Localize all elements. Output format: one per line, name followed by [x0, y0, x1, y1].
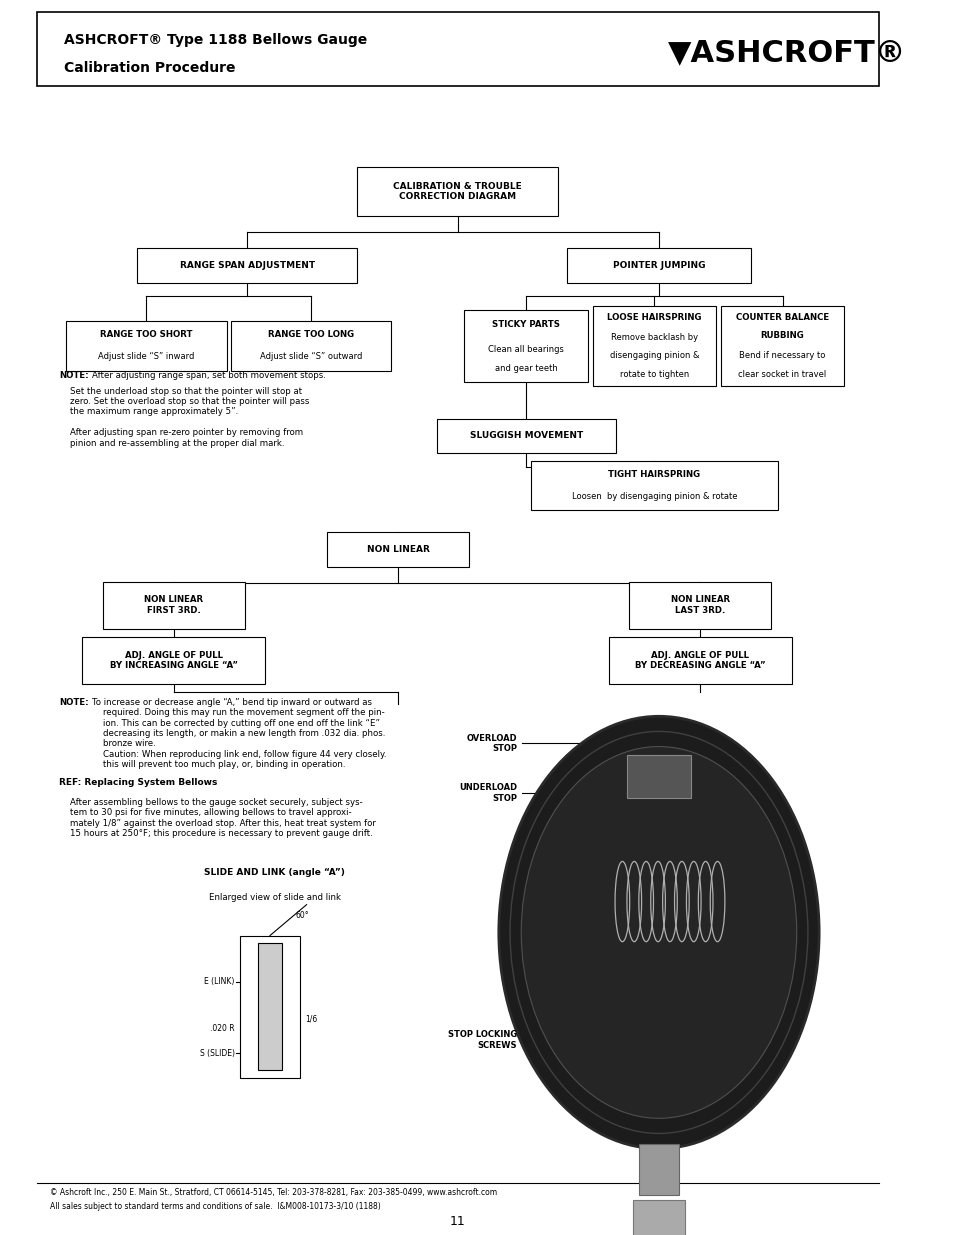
FancyBboxPatch shape — [67, 321, 226, 370]
Circle shape — [520, 746, 796, 1119]
FancyBboxPatch shape — [82, 637, 265, 684]
Text: Adjust slide “S” inward: Adjust slide “S” inward — [98, 352, 194, 362]
Text: E (LINK): E (LINK) — [204, 977, 234, 987]
Text: NOTE:: NOTE: — [59, 370, 89, 379]
Text: Adjust slide “S” outward: Adjust slide “S” outward — [260, 352, 362, 362]
FancyBboxPatch shape — [137, 248, 356, 283]
Text: CALIBRATION & TROUBLE
CORRECTION DIAGRAM: CALIBRATION & TROUBLE CORRECTION DIAGRAM — [393, 182, 521, 201]
Text: ASHCROFT® Type 1188 Bellows Gauge: ASHCROFT® Type 1188 Bellows Gauge — [64, 32, 367, 47]
FancyBboxPatch shape — [231, 321, 391, 370]
FancyBboxPatch shape — [633, 1200, 684, 1235]
FancyBboxPatch shape — [567, 248, 750, 283]
FancyBboxPatch shape — [436, 419, 615, 453]
Text: 1/6: 1/6 — [305, 1014, 317, 1024]
Text: Enlarged view of slide and link: Enlarged view of slide and link — [209, 893, 340, 902]
Text: Calibration Procedure: Calibration Procedure — [64, 61, 235, 75]
Text: NON LINEAR
FIRST 3RD.: NON LINEAR FIRST 3RD. — [144, 595, 203, 615]
Circle shape — [498, 716, 819, 1149]
Text: COUNTER BALANCE: COUNTER BALANCE — [735, 312, 828, 322]
FancyBboxPatch shape — [629, 582, 770, 629]
Text: To increase or decrease angle “A,” bend tip inward or outward as
    required. D: To increase or decrease angle “A,” bend … — [91, 698, 386, 769]
Text: All sales subject to standard terms and conditions of sale.  I&M008-10173-3/10 (: All sales subject to standard terms and … — [51, 1202, 380, 1210]
FancyBboxPatch shape — [592, 306, 716, 385]
Text: RUBBING: RUBBING — [760, 331, 803, 341]
Text: 11: 11 — [449, 1215, 465, 1229]
Text: STICKY PARTS: STICKY PARTS — [492, 320, 559, 330]
Text: 60°: 60° — [295, 911, 309, 920]
FancyBboxPatch shape — [356, 167, 558, 216]
Text: TIGHT HAIRSPRING: TIGHT HAIRSPRING — [608, 469, 700, 479]
Text: .020 R: .020 R — [210, 1024, 234, 1034]
FancyBboxPatch shape — [103, 582, 245, 629]
FancyBboxPatch shape — [530, 461, 777, 510]
FancyBboxPatch shape — [720, 306, 843, 385]
Text: LOOSE HAIRSPRING: LOOSE HAIRSPRING — [606, 312, 700, 322]
Text: ADJ. ANGLE OF PULL
BY DECREASING ANGLE “A”: ADJ. ANGLE OF PULL BY DECREASING ANGLE “… — [634, 651, 764, 671]
Text: S (SLIDE): S (SLIDE) — [199, 1049, 234, 1058]
Text: REF: Replacing System Bellows: REF: Replacing System Bellows — [59, 778, 217, 787]
Text: Remove backlash by: Remove backlash by — [610, 332, 698, 342]
Text: SLUGGISH MOVEMENT: SLUGGISH MOVEMENT — [469, 431, 582, 441]
Text: NON LINEAR
LAST 3RD.: NON LINEAR LAST 3RD. — [670, 595, 729, 615]
FancyBboxPatch shape — [327, 532, 469, 567]
Text: RANGE TOO SHORT: RANGE TOO SHORT — [100, 330, 193, 340]
FancyBboxPatch shape — [258, 944, 281, 1070]
Text: RANGE SPAN ADJUSTMENT: RANGE SPAN ADJUSTMENT — [179, 261, 314, 270]
Text: rotate to tighten: rotate to tighten — [619, 369, 688, 379]
FancyBboxPatch shape — [639, 1144, 679, 1195]
Text: POINTER JUMPING: POINTER JUMPING — [612, 261, 704, 270]
FancyBboxPatch shape — [464, 310, 587, 382]
Text: RANGE TOO LONG: RANGE TOO LONG — [268, 330, 354, 340]
Text: © Ashcroft Inc., 250 E. Main St., Stratford, CT 06614-5145, Tel: 203-378-8281, F: © Ashcroft Inc., 250 E. Main St., Stratf… — [51, 1188, 497, 1197]
Text: Clean all bearings: Clean all bearings — [488, 345, 563, 354]
Text: OVERLOAD
STOP: OVERLOAD STOP — [466, 734, 517, 753]
Text: ADJ. ANGLE OF PULL
BY INCREASING ANGLE “A”: ADJ. ANGLE OF PULL BY INCREASING ANGLE “… — [110, 651, 237, 671]
Text: ▼ASHCROFT®: ▼ASHCROFT® — [667, 38, 905, 68]
FancyBboxPatch shape — [626, 756, 690, 799]
FancyBboxPatch shape — [608, 637, 791, 684]
Text: STOP LOCKING
SCREWS: STOP LOCKING SCREWS — [447, 1030, 517, 1050]
FancyBboxPatch shape — [240, 936, 299, 1077]
Text: After adjusting range span, set both movement stops.: After adjusting range span, set both mov… — [91, 370, 325, 379]
Text: disengaging pinion &: disengaging pinion & — [609, 351, 699, 361]
Text: NOTE:: NOTE: — [59, 698, 89, 706]
Text: NON LINEAR: NON LINEAR — [366, 545, 429, 555]
Text: SLIDE AND LINK (angle “A”): SLIDE AND LINK (angle “A”) — [204, 868, 345, 877]
Text: and gear teeth: and gear teeth — [495, 363, 558, 373]
FancyBboxPatch shape — [36, 12, 878, 86]
Text: Bend if necessary to: Bend if necessary to — [739, 351, 825, 361]
Text: After assembling bellows to the gauge socket securely, subject sys-
    tem to 3: After assembling bellows to the gauge so… — [59, 798, 376, 839]
Text: UNDERLOAD
STOP: UNDERLOAD STOP — [458, 783, 517, 803]
Text: Loosen  by disengaging pinion & rotate: Loosen by disengaging pinion & rotate — [571, 492, 737, 501]
Text: Set the underload stop so that the pointer will stop at
    zero. Set the overlo: Set the underload stop so that the point… — [59, 387, 310, 447]
Text: clear socket in travel: clear socket in travel — [738, 369, 826, 379]
